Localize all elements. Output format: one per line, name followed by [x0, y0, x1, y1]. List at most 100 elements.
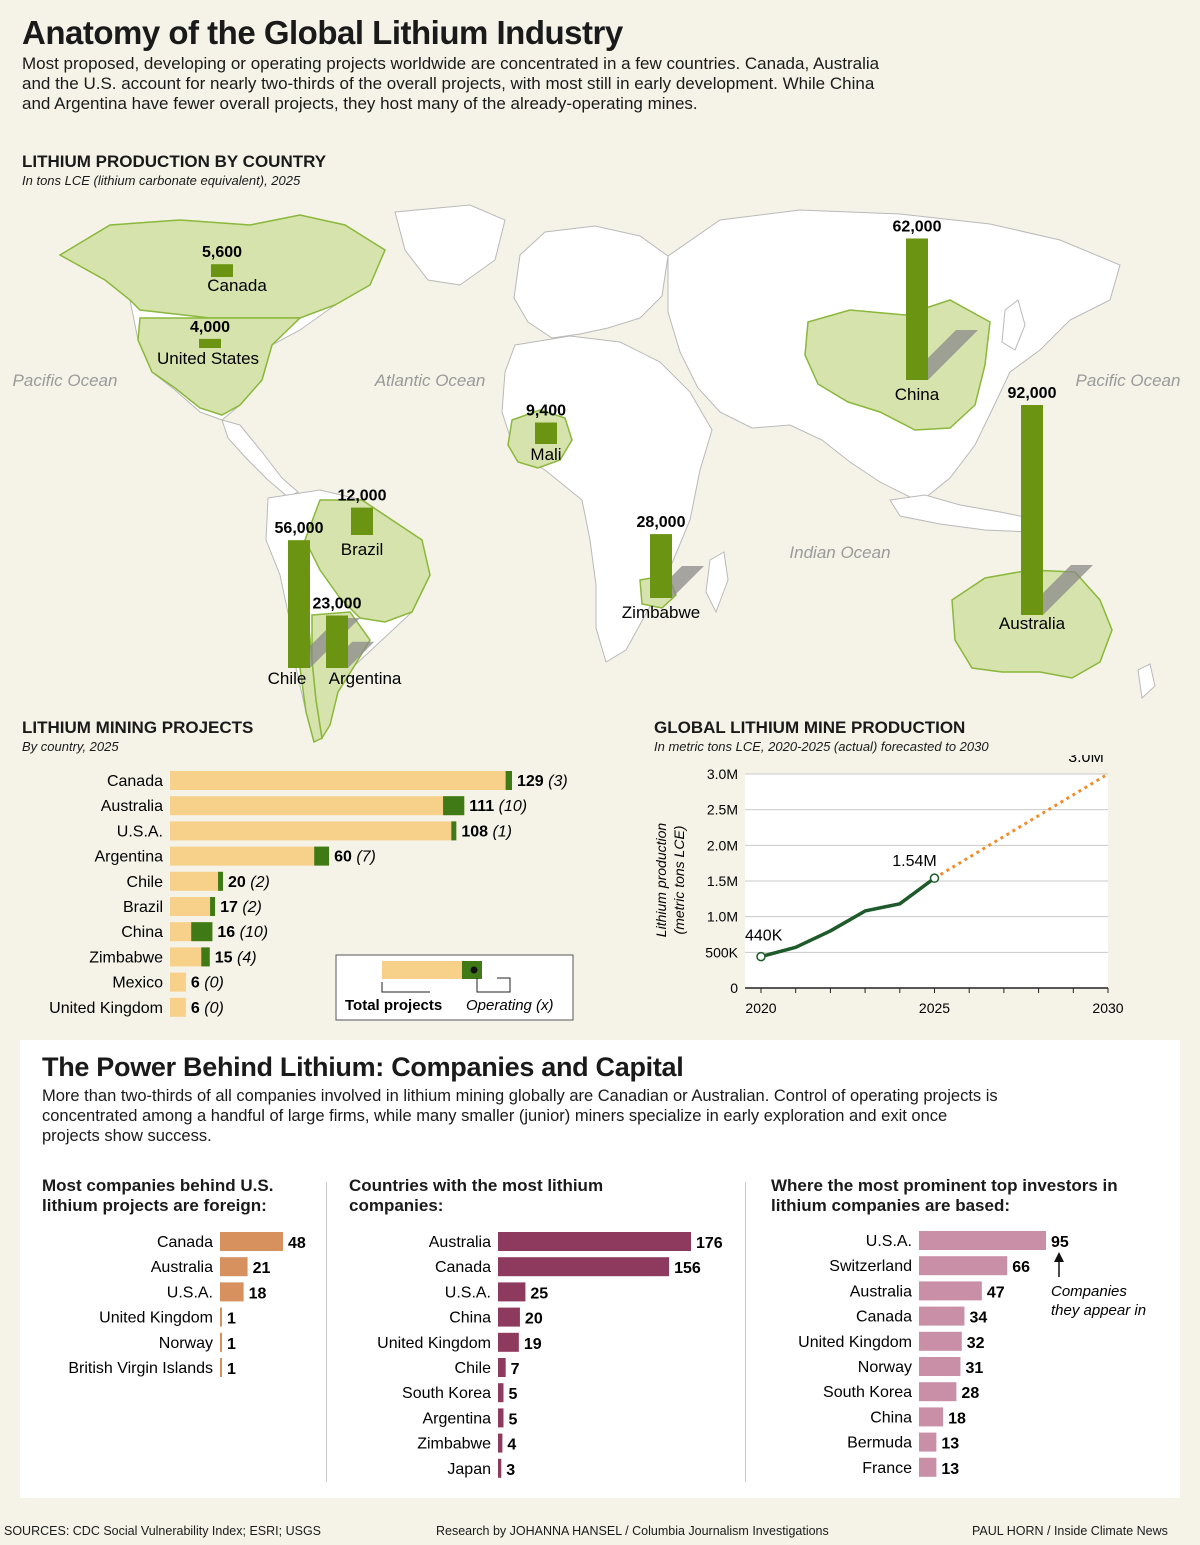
- company-bar-label: South Korea: [402, 1385, 491, 1402]
- investor-annotation: Companies they appear in: [1051, 1252, 1146, 1319]
- company-bar: [498, 1433, 503, 1453]
- country-label: Australia: [999, 614, 1066, 633]
- y-tick-label: 3.0M: [707, 766, 738, 782]
- x-tick-label: 2025: [919, 1000, 950, 1016]
- country-label: China: [895, 385, 940, 404]
- production-value-label: 62,000: [893, 218, 942, 235]
- project-country-label: Chile: [127, 874, 164, 891]
- company-bar: [919, 1407, 944, 1427]
- project-country-label: Zimbabwe: [89, 949, 163, 966]
- company-bar-label: United Kingdom: [798, 1334, 912, 1351]
- company-bar-label: France: [862, 1460, 912, 1477]
- operating-projects-bar: [505, 771, 512, 790]
- production-value-label: 23,000: [313, 596, 362, 613]
- operating-projects-bar: [210, 897, 216, 916]
- column-divider: [745, 1182, 746, 1482]
- operating-projects-bar: [451, 821, 457, 841]
- usa-region: [137, 317, 302, 416]
- company-bar-value: 4: [507, 1437, 516, 1454]
- endpoint-marker: [756, 951, 766, 962]
- total-projects-bar: [170, 972, 186, 992]
- company-bar: [919, 1256, 1008, 1276]
- production-value-label: 5,600: [202, 244, 242, 261]
- y-tick-label: 1.5M: [707, 873, 738, 889]
- production-bar: [326, 615, 348, 668]
- production-value-label: 4,000: [190, 319, 230, 336]
- company-bar: [919, 1281, 982, 1301]
- company-bar: [220, 1307, 222, 1327]
- company-bar: [919, 1231, 1046, 1250]
- production-labels: 5,600 Canada 4,000 United States 9,400 Mali 62…: [157, 218, 1066, 688]
- x-tick-label: 2020: [745, 1000, 776, 1016]
- company-bar-label: Norway: [159, 1335, 213, 1352]
- y-tick-label: 1.0M: [707, 909, 738, 925]
- map-chart-subtitle: In tons LCE (lithium carbonate equivalen…: [22, 173, 301, 188]
- ocean-label: Pacific Ocean: [13, 371, 118, 390]
- projects-chart: Canada 129 (3) Australia 111 (10) U.S.A. 108 …: [49, 771, 574, 1021]
- projects-chart-title: LITHIUM MINING PROJECTS: [22, 718, 254, 737]
- project-country-label: Brazil: [123, 899, 163, 916]
- line-chart-title: GLOBAL LITHIUM MINE PRODUCTION: [654, 718, 966, 737]
- company-bar: [220, 1358, 222, 1377]
- company-bar-label: China: [449, 1310, 491, 1327]
- project-value-label: 17 (2): [220, 899, 262, 916]
- company-bar: [220, 1282, 244, 1302]
- country-label: Zimbabwe: [622, 603, 700, 622]
- actual-line: [760, 876, 936, 959]
- operating-projects-bar: [201, 947, 210, 967]
- companies-intro: More than two-thirds of all companies in…: [42, 1087, 998, 1145]
- company-bar-value: 5: [508, 1386, 517, 1403]
- company-bar-value: 32: [967, 1335, 985, 1352]
- company-bar: [919, 1306, 965, 1326]
- company-bar-value: 48: [288, 1235, 306, 1252]
- company-bar-value: 47: [987, 1284, 1005, 1301]
- company-bar-value: 18: [249, 1285, 267, 1302]
- page-title: Anatomy of the Global Lithium Industry: [22, 14, 623, 51]
- company-bar-label: Japan: [447, 1461, 491, 1478]
- company-bar-label: United Kingdom: [377, 1335, 491, 1352]
- production-value-label: 9,400: [526, 403, 566, 420]
- project-value-label: 15 (4): [215, 949, 257, 966]
- company-bar-value: 34: [969, 1310, 987, 1327]
- company-bar-label: U.S.A.: [866, 1233, 912, 1250]
- legend-total-label: Total projects: [345, 997, 442, 1014]
- company-bar: [220, 1232, 283, 1251]
- company-bar-value: 156: [674, 1260, 701, 1277]
- company-bar-value: 95: [1051, 1234, 1069, 1251]
- company-bar: [919, 1331, 962, 1351]
- country-label: Canada: [207, 276, 267, 295]
- legend-total-swatch: [382, 961, 462, 979]
- company-bar-label: Zimbabwe: [417, 1436, 491, 1453]
- y-axis-title-line2: (metric tons LCE): [671, 826, 687, 935]
- country-label: Mali: [530, 445, 561, 464]
- company-bar-value: 1: [227, 1336, 236, 1353]
- company-bar-label: Canada: [157, 1234, 213, 1251]
- company-bar-value: 31: [965, 1360, 983, 1377]
- company-bar-label: Argentina: [423, 1410, 492, 1427]
- us-companies-title: Most companies behind U.S. lithium proje…: [42, 1176, 274, 1215]
- company-bar-label: South Korea: [823, 1384, 912, 1401]
- company-bar: [498, 1257, 670, 1277]
- ocean-label: Pacific Ocean: [1076, 371, 1181, 390]
- legend-operating-label: Operating (x): [466, 997, 554, 1014]
- total-projects-bar: [170, 846, 330, 866]
- company-bar: [498, 1383, 504, 1403]
- line-annotation: 1.54M: [892, 853, 936, 870]
- company-bar-value: 25: [530, 1285, 548, 1302]
- company-bar-label: Canada: [435, 1259, 491, 1276]
- y-axis-title-line1: Lithium production: [653, 823, 669, 938]
- project-country-label: Mexico: [112, 975, 163, 992]
- investor-note-line1: Companies: [1051, 1283, 1127, 1300]
- company-bar: [498, 1282, 526, 1302]
- company-bar-label: China: [870, 1409, 912, 1426]
- companies-title: The Power Behind Lithium: Companies and …: [42, 1052, 684, 1082]
- total-projects-bar: [170, 897, 216, 916]
- project-value-label: 129 (3): [517, 773, 568, 790]
- company-bar: [498, 1408, 504, 1428]
- intro-text: Most proposed, developing or operating p…: [22, 54, 880, 113]
- ocean-label: Indian Ocean: [789, 543, 890, 562]
- total-projects-bar: [170, 947, 210, 967]
- company-bar-value: 18: [948, 1410, 966, 1427]
- production-bar: [211, 264, 233, 277]
- production-bar: [288, 540, 310, 668]
